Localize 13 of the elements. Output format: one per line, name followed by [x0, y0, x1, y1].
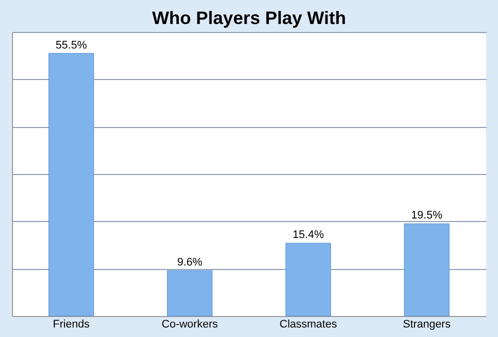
bar — [404, 223, 450, 316]
data-label: 19.5% — [411, 210, 443, 222]
x-tick-label: Friends — [52, 318, 90, 330]
bar — [286, 242, 331, 316]
chart-title: Who Players Play With — [152, 8, 346, 28]
data-label: 9.6% — [177, 256, 202, 269]
bar — [48, 53, 94, 316]
data-label: 55.5% — [56, 39, 88, 52]
x-tick-label: Classmates — [280, 318, 338, 330]
x-tick-label: Co-workers — [162, 318, 218, 330]
bar — [167, 270, 212, 316]
data-label: 15.4% — [292, 229, 324, 242]
x-tick-label: Strangers — [402, 318, 452, 330]
